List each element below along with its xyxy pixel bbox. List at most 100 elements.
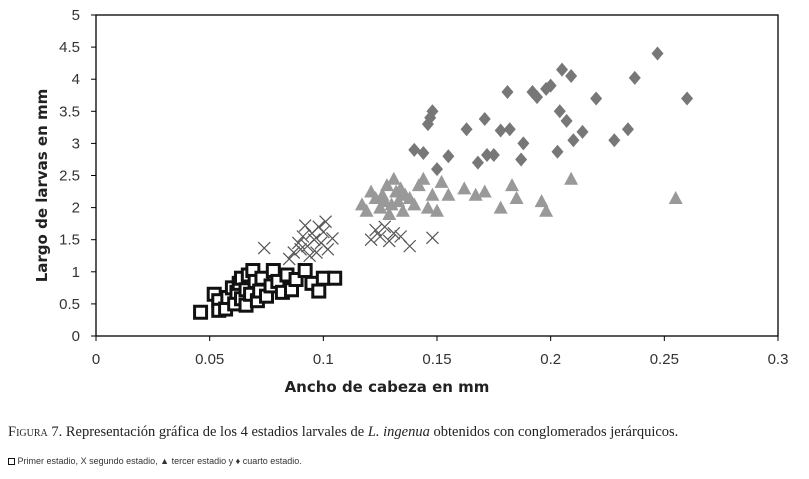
x-point (403, 239, 417, 253)
diamond-point (560, 113, 573, 128)
y-tick-label: 2 (72, 200, 80, 217)
triangle-point (416, 171, 431, 185)
triangle-icon: ▲ (160, 456, 170, 466)
x-tick-label: 0.2 (540, 351, 561, 368)
triangle-point (430, 203, 444, 217)
x-axis-title: Ancho de cabeza en mm (285, 378, 490, 396)
triangle-point (509, 190, 524, 204)
diamond-point (515, 152, 528, 167)
diamond-point (431, 162, 443, 177)
x-point (296, 230, 310, 243)
diamond-point (681, 91, 694, 106)
diamond-point (544, 78, 557, 93)
x-tick-label: 0 (92, 351, 100, 368)
x-point (298, 219, 312, 233)
figure-caption: Figura 7. Representación gráfica de los … (8, 424, 803, 441)
square-point (193, 304, 209, 320)
x-point (373, 230, 387, 243)
x-point (321, 242, 335, 256)
triangle-point (534, 194, 549, 208)
legend-cuarto: cuarto estadio. (242, 456, 302, 466)
triangle-point (434, 174, 449, 188)
diamond-point (442, 149, 455, 164)
x-point (319, 215, 333, 229)
diamond-point (565, 68, 578, 83)
diamond-point (460, 122, 473, 137)
diamond-point (621, 122, 634, 137)
x-point (364, 233, 378, 247)
triangle-point (505, 178, 520, 192)
caption-text-before: Representación gráfica de los 4 estadios… (62, 424, 368, 440)
x-point (378, 220, 392, 234)
y-tick-label: 5 (72, 7, 80, 24)
x-point (316, 225, 330, 239)
x-icon: X (80, 456, 87, 466)
diamond-point (553, 104, 566, 119)
diamond-point (481, 147, 494, 162)
triangle-point (457, 181, 472, 195)
triangle-point (395, 203, 410, 217)
x-point (282, 252, 296, 266)
legend-note: Primer estadio, X segundo estadio, ▲ ter… (8, 456, 302, 466)
y-tick-label: 2.5 (59, 168, 80, 185)
x-tick-label: 0.25 (650, 351, 679, 368)
diamond-point (471, 155, 484, 170)
diamond-point (517, 136, 530, 151)
diamond-point (576, 124, 589, 139)
caption-text-after: obtenidos con conglomerados jerárquicos. (429, 424, 679, 440)
legend-primer: Primer estadio, (17, 456, 79, 466)
y-tick-label: 4.5 (59, 39, 80, 56)
triangle-point (359, 203, 374, 217)
y-tick-label: 1 (72, 264, 80, 281)
legend-tercer: tercer estadio y (171, 456, 234, 466)
x-tick-label: 0.1 (313, 351, 334, 368)
diamond-point (556, 62, 569, 77)
diamond-point (417, 146, 430, 161)
triangle-point (420, 200, 435, 214)
legend-segundo: segundo estadio, (89, 456, 158, 466)
x-point (303, 249, 317, 263)
x-tick-label: 0.15 (422, 351, 451, 368)
triangle-point (407, 197, 422, 211)
x-point (257, 241, 271, 255)
chart-area: 0 0.5 1 1.5 2 2.5 3 3.5 4 4.5 5 0 0.05 0.1 0.15 0.2 0.25… (33, 7, 789, 396)
species-name: L. ingenua (367, 424, 430, 440)
diamond-point (567, 133, 580, 148)
square-point (297, 263, 313, 279)
y-axis-title: Largo de larvas en mm (33, 89, 51, 283)
x-point (382, 234, 396, 248)
triangle-point (493, 200, 508, 214)
diamond-point (531, 90, 544, 105)
triangle-point (441, 187, 456, 201)
scatter-chart: 0 0.5 1 1.5 2 2.5 3 3.5 4 4.5 5 0 0.05 0.1 0.15 0.2 0.25… (33, 7, 789, 396)
triangle-point (382, 207, 397, 221)
diamond-point (501, 85, 514, 100)
triangle-point (539, 203, 554, 217)
diamond-point (426, 104, 439, 119)
figure-label: Figura 7. (8, 424, 63, 440)
triangle-point (477, 184, 492, 198)
x-tick-label: 0.05 (195, 351, 224, 368)
diamond-point (551, 144, 564, 159)
triangle-point (564, 171, 579, 185)
y-tick-label: 3.5 (59, 103, 80, 120)
y-tick-label: 1.5 (59, 232, 80, 249)
square-icon (8, 458, 15, 465)
y-tick-label: 0.5 (59, 296, 80, 313)
diamond-point (494, 123, 507, 138)
x-point (326, 231, 339, 245)
diamond-icon: ♦ (235, 456, 241, 466)
diamond-point (503, 122, 516, 137)
diamond-point (651, 46, 664, 61)
y-tick-label: 3 (72, 135, 80, 152)
diamond-point (590, 91, 603, 106)
x-point (310, 246, 323, 259)
x-point (426, 231, 439, 245)
x-tick-label: 0.3 (768, 351, 789, 368)
x-point (307, 233, 321, 247)
diamond-point (628, 70, 641, 85)
square-point (327, 270, 343, 286)
square-point (311, 283, 327, 299)
y-tick-label: 4 (72, 71, 80, 88)
x-point (387, 226, 401, 240)
